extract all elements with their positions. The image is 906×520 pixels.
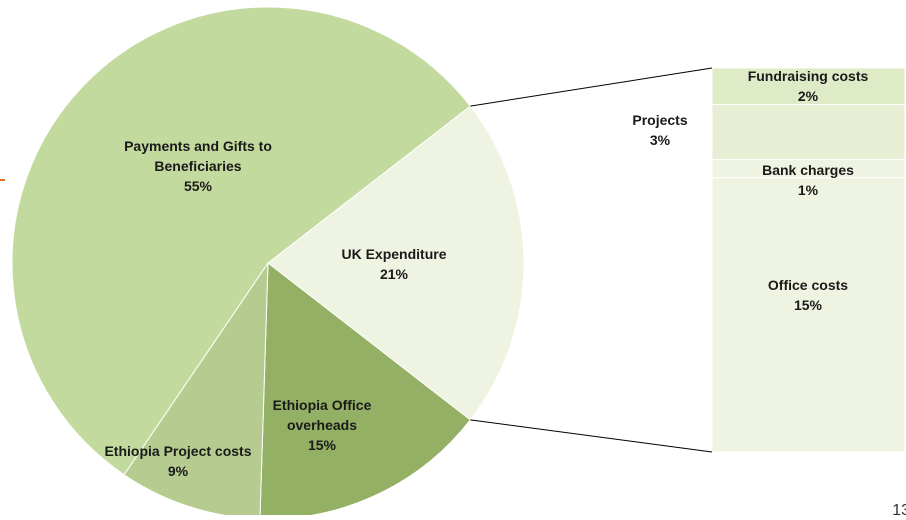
category-label: Office costs: [767, 276, 849, 293]
bar-segment: [711, 177, 906, 453]
pie-slice: [259, 262, 471, 515]
value-label: 55%: [183, 178, 213, 194]
pie-slice: [11, 6, 471, 476]
value-label: 15%: [307, 437, 337, 453]
category-label: Ethiopia Project costs: [104, 443, 252, 459]
category-label: Ethiopia Office overheads: [272, 397, 372, 433]
pie-slice: [267, 105, 525, 421]
data-label: Office costs 15%: [718, 275, 898, 315]
data-label: UK Expenditure 21%: [304, 244, 484, 284]
value-label: 21%: [379, 266, 409, 282]
connector-line: [470, 67, 713, 107]
data-label: Projects 3%: [615, 110, 705, 150]
value-label: 15%: [793, 296, 823, 313]
data-label: Ethiopia Office overheads 15%: [257, 395, 387, 455]
value-label: 3%: [649, 132, 671, 148]
value-label: 2%: [797, 88, 819, 105]
category-label: Projects: [632, 112, 688, 128]
value-label: 1%: [797, 181, 819, 198]
pie-slice: [123, 261, 269, 515]
page-number: 13: [892, 502, 906, 519]
category-label: Fundraising costs: [747, 68, 869, 85]
connector-line: [470, 419, 713, 453]
data-label: Payments and Gifts to Beneficiaries 55%: [88, 136, 308, 196]
data-label: Bank charges 1%: [718, 160, 898, 200]
category-label: UK Expenditure: [341, 246, 447, 262]
category-label: Payments and Gifts to Beneficiaries: [124, 138, 272, 174]
category-label: Bank charges: [762, 161, 854, 178]
data-label: Fundraising costs 2%: [718, 66, 898, 106]
value-label: 9%: [167, 463, 189, 479]
bar-segment: [711, 104, 906, 160]
data-label: Ethiopia Project costs 9%: [83, 441, 273, 481]
